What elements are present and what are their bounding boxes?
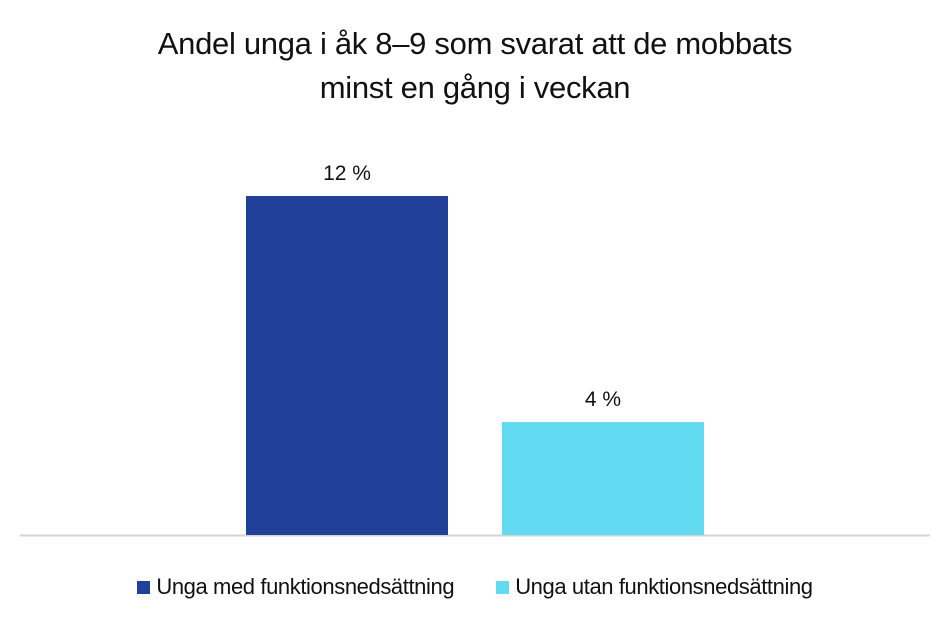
- legend: Unga med funktionsnedsättning Unga utan …: [0, 574, 950, 600]
- chart-title: Andel unga i åk 8–9 som svarat att de mo…: [0, 22, 950, 110]
- legend-label: Unga med funktionsnedsättning: [156, 574, 455, 599]
- data-label-0: 12 %: [323, 162, 371, 185]
- legend-swatch: [496, 580, 510, 594]
- chart-title-line-2: minst en gång i veckan: [319, 70, 631, 105]
- data-label-1: 4 %: [585, 388, 621, 411]
- legend-item-without-disability: Unga utan funktionsnedsättning: [496, 574, 813, 600]
- chart-title-line-1: Andel unga i åk 8–9 som svarat att de mo…: [157, 26, 793, 61]
- bar-0: [246, 196, 448, 535]
- legend-label: Unga utan funktionsnedsättning: [515, 574, 813, 599]
- bar-1: [502, 422, 704, 535]
- legend-swatch: [137, 580, 151, 594]
- legend-item-with-disability: Unga med funktionsnedsättning: [137, 574, 455, 600]
